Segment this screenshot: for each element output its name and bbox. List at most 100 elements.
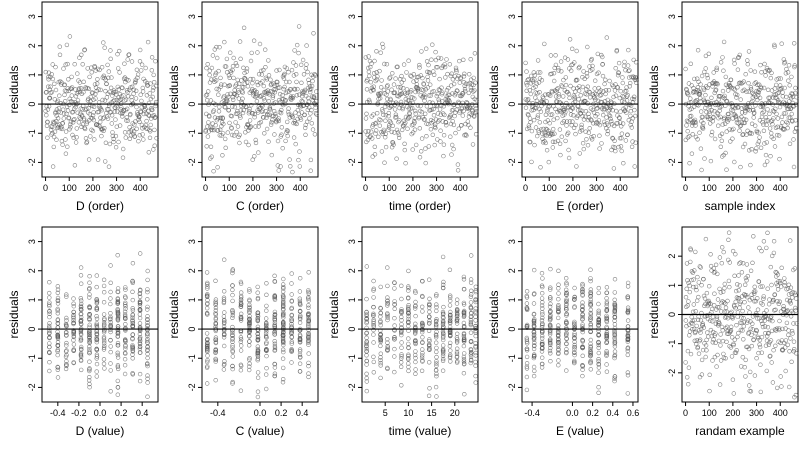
data-point — [696, 280, 701, 285]
data-point — [732, 61, 737, 66]
data-point — [628, 122, 633, 128]
data-point — [388, 75, 393, 80]
y-tick-label: 2 — [27, 268, 37, 273]
data-point — [625, 328, 630, 333]
data-point — [770, 95, 776, 100]
data-point — [556, 291, 561, 296]
data-point — [72, 117, 77, 122]
data-point — [740, 80, 745, 86]
data-point — [280, 74, 286, 79]
data-point — [371, 286, 376, 291]
data-point — [793, 308, 798, 313]
data-point — [405, 126, 410, 131]
data-point — [272, 322, 277, 327]
data-point — [145, 277, 150, 283]
data-point — [556, 323, 561, 328]
data-point — [87, 385, 92, 390]
data-point — [535, 91, 540, 96]
y-tick-label: -1 — [667, 340, 677, 348]
data-point — [237, 39, 243, 44]
data-point — [583, 98, 588, 104]
data-point — [556, 358, 561, 363]
data-point — [291, 73, 297, 78]
data-point — [78, 301, 84, 306]
data-point — [264, 320, 269, 325]
data-point — [577, 151, 582, 156]
data-point — [539, 310, 545, 315]
data-point — [227, 83, 233, 88]
data-point — [687, 329, 693, 334]
data-point — [101, 40, 106, 45]
y-tick-label: 0 — [667, 312, 677, 317]
data-point — [567, 119, 572, 124]
data-point — [531, 292, 537, 297]
data-point — [759, 334, 765, 340]
data-point — [441, 279, 446, 285]
data-point — [47, 295, 52, 300]
data-point — [130, 345, 136, 351]
data-point — [596, 322, 601, 328]
data-point — [245, 80, 250, 85]
data-point — [63, 333, 69, 338]
data-point — [213, 348, 218, 353]
data-point — [108, 389, 113, 394]
data-point — [84, 106, 89, 112]
data-point — [473, 353, 478, 358]
data-point — [123, 325, 128, 331]
data-point — [737, 301, 743, 306]
data-point — [774, 111, 779, 117]
data-point — [564, 299, 569, 304]
data-point — [144, 118, 149, 124]
data-point — [306, 319, 311, 325]
data-point — [281, 301, 286, 306]
data-point — [289, 312, 294, 318]
data-point — [137, 291, 143, 296]
data-point — [283, 98, 288, 103]
data-point — [272, 297, 278, 302]
data-point — [53, 87, 59, 93]
data-point — [468, 347, 473, 352]
data-point — [446, 115, 452, 120]
data-point — [213, 305, 219, 310]
data-point — [787, 349, 792, 354]
data-point — [457, 80, 462, 85]
data-point — [625, 336, 630, 342]
data-point — [108, 301, 113, 307]
data-point — [230, 308, 235, 313]
data-point — [608, 116, 613, 122]
data-point — [149, 68, 155, 73]
data-point — [206, 89, 211, 94]
plot-frame — [521, 226, 639, 403]
data-point — [571, 113, 576, 118]
data-point — [110, 133, 116, 139]
data-point — [788, 285, 794, 290]
data-point — [122, 363, 128, 368]
data-point — [628, 113, 633, 119]
data-point — [145, 333, 150, 338]
data-point — [238, 348, 244, 353]
data-point — [228, 91, 233, 97]
x-tick-label: 100 — [702, 183, 717, 193]
data-point — [228, 50, 233, 55]
data-point — [602, 81, 607, 87]
data-point — [139, 62, 145, 67]
data-point — [213, 278, 218, 283]
data-point — [238, 339, 244, 344]
data-point — [719, 261, 724, 266]
data-point — [385, 295, 390, 300]
data-point — [455, 168, 461, 173]
data-point — [71, 320, 76, 325]
data-point — [385, 348, 390, 353]
data-point — [103, 140, 109, 146]
data-point — [736, 54, 741, 60]
data-point — [371, 327, 376, 333]
data-point — [588, 322, 593, 328]
data-point — [597, 93, 603, 98]
data-point — [87, 316, 92, 321]
data-point — [255, 346, 261, 352]
data-point — [73, 140, 79, 145]
data-point — [363, 55, 368, 60]
data-point — [735, 67, 741, 72]
x-tick-label: 0 — [363, 183, 368, 193]
data-point — [399, 352, 404, 357]
